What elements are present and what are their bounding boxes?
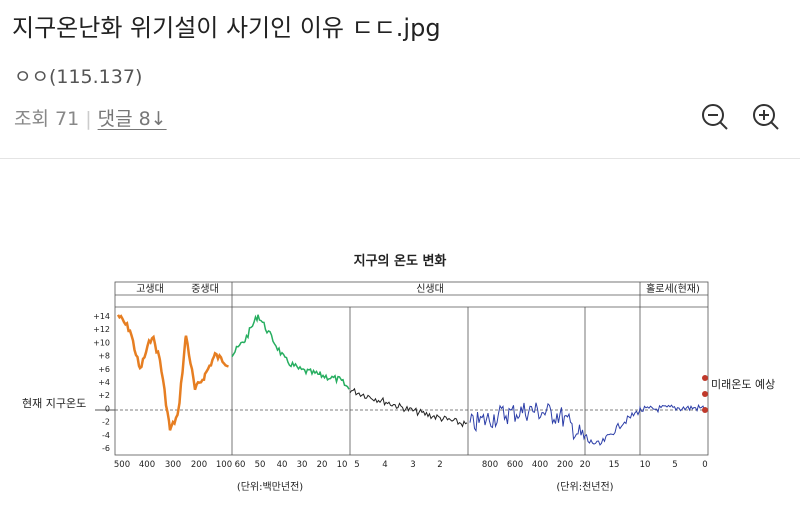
x-tick-label: 400	[139, 460, 155, 470]
temperature-curve	[231, 314, 350, 390]
x-tick-label: 3	[410, 460, 415, 470]
x-tick-label: 40	[277, 460, 288, 470]
x-tick-label: 30	[297, 460, 308, 470]
y-tick-label: +4	[98, 378, 110, 387]
view-count: 조회 71	[14, 108, 80, 130]
post-image: 지구의 온도 변화 현재 지구온도 미래온도 예상 (단위:백만년전) (단위:…	[22, 245, 775, 495]
left-note: 현재 지구온도	[22, 397, 86, 410]
era-label: 고생대	[136, 283, 164, 295]
temperature-curve	[349, 387, 468, 428]
x-tick-label: 5	[672, 460, 677, 470]
x-tick-label: 300	[165, 460, 181, 470]
era-label: 신생대	[416, 283, 444, 295]
y-tick-label: -6	[102, 444, 110, 453]
x-tick-label: 50	[255, 460, 266, 470]
y-tick-label: +12	[93, 325, 110, 334]
x-tick-label: 20	[580, 460, 591, 470]
x-tick-label: 500	[114, 460, 130, 470]
comment-link[interactable]: 댓글 8↓	[97, 108, 167, 130]
x-tick-label: 400	[532, 460, 548, 470]
era-label: 홀로세(현재)	[646, 282, 700, 295]
y-tick-label: +6	[98, 365, 110, 374]
x-tick-label: 200	[557, 460, 573, 470]
separator: |	[85, 108, 92, 130]
x-tick-label: 10	[337, 460, 348, 470]
unit-right: (단위:천년전)	[556, 480, 613, 493]
x-tick-label: 60	[235, 460, 246, 470]
temperature-curve	[116, 314, 229, 431]
x-tick-label: 15	[609, 460, 620, 470]
y-tick-label: +8	[98, 352, 110, 361]
x-tick-label: 0	[702, 460, 707, 470]
x-tick-label: 20	[317, 460, 328, 470]
y-tick-label: +14	[93, 312, 110, 321]
y-tick-label: -4	[102, 431, 110, 440]
x-tick-label: 800	[482, 460, 498, 470]
future-markers	[702, 375, 708, 413]
right-note: 미래온도 예상	[711, 378, 775, 391]
post-author[interactable]: ㅇㅇ(115.137)	[14, 66, 143, 88]
y-tick-label: +2	[98, 391, 110, 400]
y-tick-label: +10	[93, 338, 110, 347]
divider	[0, 158, 800, 159]
x-tick-label: 100	[216, 460, 232, 470]
y-tick-label: -2	[102, 418, 110, 427]
unit-left: (단위:백만년전)	[237, 480, 303, 493]
post-title: 지구온난화 위기설이 사기인 이유 ㄷㄷ.jpg	[12, 14, 441, 42]
temperature-curve	[469, 402, 705, 446]
x-tick-label: 600	[507, 460, 523, 470]
x-tick-label: 4	[382, 460, 387, 470]
y-tick-label: 0	[105, 404, 110, 413]
x-tick-label: 200	[191, 460, 207, 470]
x-tick-label: 2	[437, 460, 442, 470]
image-background	[100, 245, 720, 495]
zoom-out-button[interactable]	[702, 104, 728, 130]
zoom-in-button[interactable]	[753, 104, 779, 130]
era-label: 중생대	[191, 283, 219, 295]
frame	[114, 281, 709, 456]
x-tick-label: 5	[354, 460, 359, 470]
temperature-curves	[116, 314, 705, 446]
zoom-icons	[702, 104, 779, 130]
post-meta: 조회 71 | 댓글 8↓	[14, 104, 167, 131]
x-tick-label: 10	[640, 460, 651, 470]
image-title: 지구의 온도 변화	[354, 253, 447, 269]
